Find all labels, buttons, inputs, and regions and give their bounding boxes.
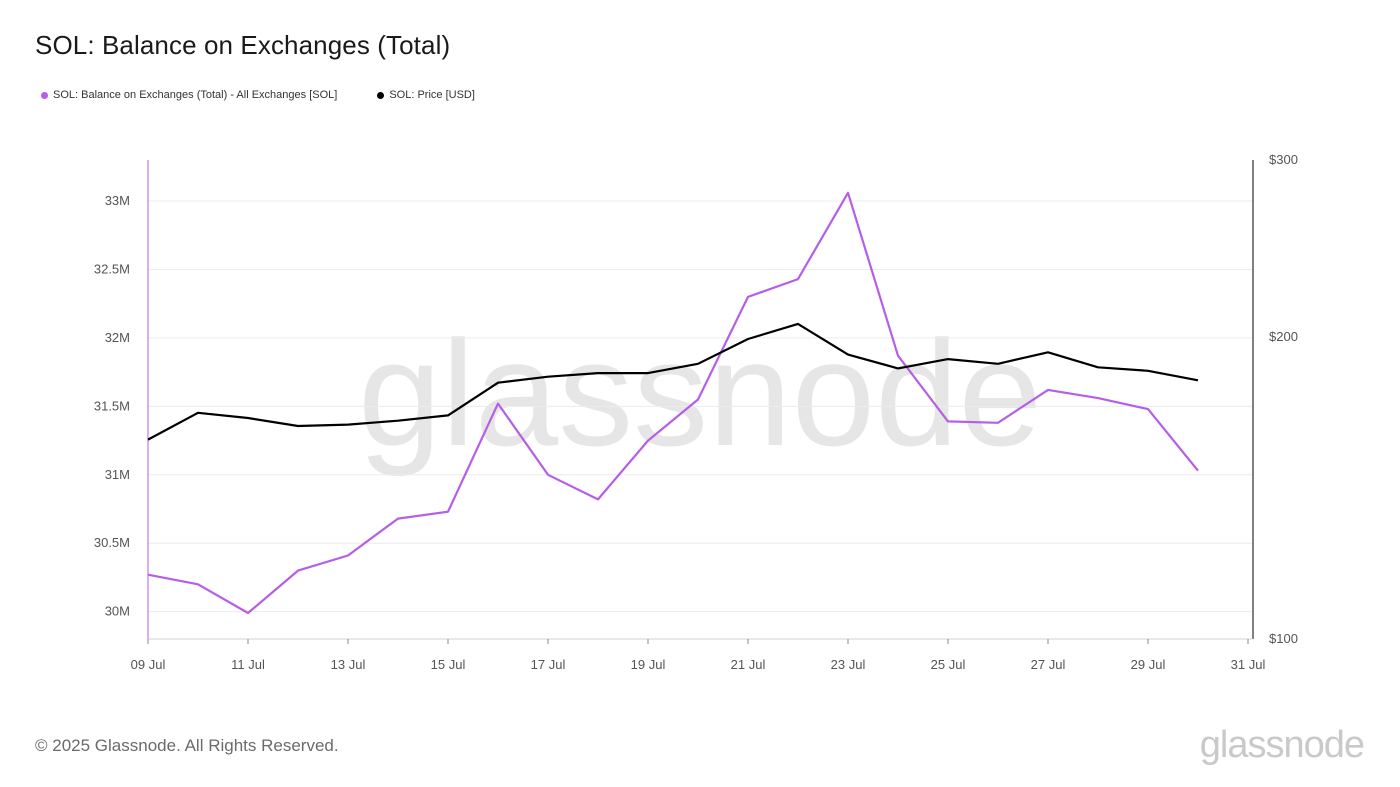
- y-right-tick-label: $300: [1269, 152, 1298, 167]
- series-line-balance: [147, 191, 1199, 615]
- x-tick-label: 29 Jul: [1131, 657, 1166, 672]
- x-tick-label: 15 Jul: [431, 657, 466, 672]
- x-tick-label: 25 Jul: [931, 657, 966, 672]
- x-tick-label: 21 Jul: [731, 657, 766, 672]
- legend-item-balance[interactable]: SOL: Balance on Exchanges (Total) - All …: [41, 89, 337, 101]
- x-tick-label: 11 Jul: [231, 657, 265, 672]
- y-left-tick-label: 32M: [105, 330, 130, 345]
- x-tick-label: 31 Jul: [1231, 657, 1266, 672]
- y-left-tick-label: 30M: [105, 604, 130, 619]
- y-left-tick-label: 31.5M: [94, 398, 130, 413]
- y-left-tick-label: 31M: [105, 467, 130, 482]
- x-tick-label: 13 Jul: [331, 657, 366, 672]
- glassnode-logo: glassnode: [1199, 724, 1365, 766]
- copyright-footer: © 2025 Glassnode. All Rights Reserved.: [35, 736, 339, 755]
- legend-label-price: SOL: Price [USD]: [389, 89, 475, 101]
- x-tick-label: 27 Jul: [1031, 657, 1066, 672]
- x-tick-label: 17 Jul: [531, 657, 566, 672]
- y-right-tick-label: $100: [1269, 631, 1298, 646]
- legend: SOL: Balance on Exchanges (Total) - All …: [41, 89, 475, 101]
- y-right-tick-label: $200: [1269, 329, 1298, 344]
- y-left-tick-label: 32.5M: [94, 261, 130, 276]
- series-line-price: [147, 322, 1199, 441]
- x-tick-label: 19 Jul: [631, 657, 666, 672]
- x-tick-label: 23 Jul: [831, 657, 866, 672]
- legend-item-price[interactable]: SOL: Price [USD]: [377, 89, 475, 101]
- legend-swatch-price: [377, 91, 385, 99]
- x-tick-label: 09 Jul: [131, 657, 166, 672]
- chart-title: SOL: Balance on Exchanges (Total): [35, 30, 451, 60]
- legend-label-balance: SOL: Balance on Exchanges (Total) - All …: [53, 89, 338, 101]
- legend-swatch-balance: [41, 91, 48, 99]
- y-left-tick-label: 30.5M: [94, 535, 130, 550]
- y-left-tick-label: 33M: [105, 193, 130, 208]
